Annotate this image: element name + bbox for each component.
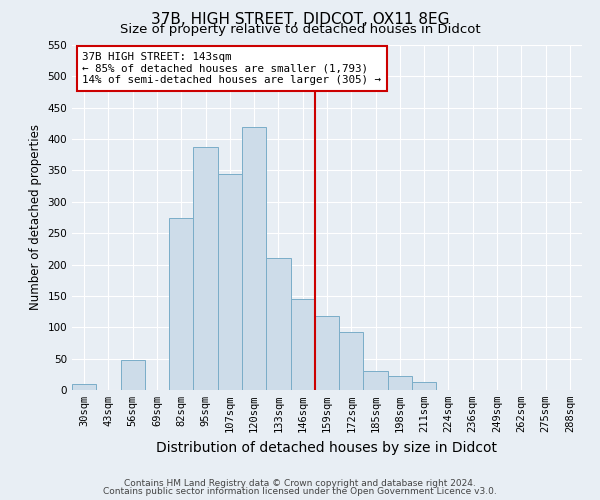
Bar: [72, 384, 96, 390]
Bar: [193, 146, 218, 390]
Bar: [218, 174, 242, 390]
Bar: [242, 126, 266, 390]
Bar: [315, 316, 339, 390]
Bar: [169, 218, 193, 390]
X-axis label: Distribution of detached houses by size in Didcot: Distribution of detached houses by size …: [157, 440, 497, 454]
Bar: [266, 258, 290, 390]
Text: 37B, HIGH STREET, DIDCOT, OX11 8EG: 37B, HIGH STREET, DIDCOT, OX11 8EG: [151, 12, 449, 28]
Bar: [121, 360, 145, 390]
Y-axis label: Number of detached properties: Number of detached properties: [29, 124, 42, 310]
Bar: [388, 376, 412, 390]
Bar: [290, 299, 315, 390]
Bar: [364, 370, 388, 390]
Bar: [339, 332, 364, 390]
Text: Contains HM Land Registry data © Crown copyright and database right 2024.: Contains HM Land Registry data © Crown c…: [124, 479, 476, 488]
Text: Contains public sector information licensed under the Open Government Licence v3: Contains public sector information licen…: [103, 487, 497, 496]
Bar: [412, 382, 436, 390]
Text: 37B HIGH STREET: 143sqm
← 85% of detached houses are smaller (1,793)
14% of semi: 37B HIGH STREET: 143sqm ← 85% of detache…: [82, 52, 381, 85]
Text: Size of property relative to detached houses in Didcot: Size of property relative to detached ho…: [119, 22, 481, 36]
